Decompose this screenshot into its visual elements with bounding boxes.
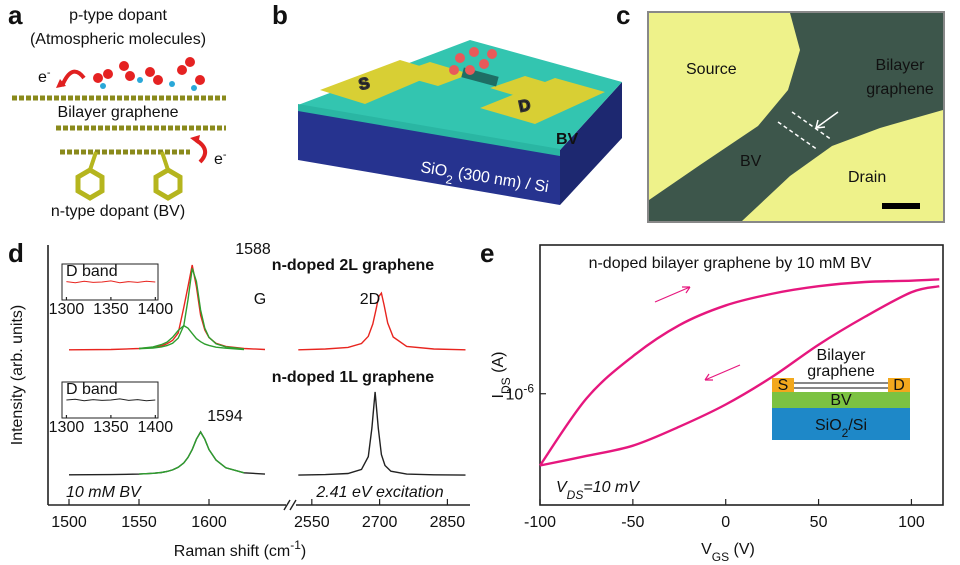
x-axis-label-part: -1: [290, 538, 301, 552]
x-axis-label-part: (V): [729, 541, 755, 558]
chart-title: n-doped bilayer graphene by 10 mM BV: [589, 255, 872, 272]
y-axis-label: Intensity (arb. units): [9, 305, 26, 446]
band-2d: 2D: [360, 291, 380, 308]
x-tick-label: 100: [898, 514, 925, 531]
drain-label: Drain: [848, 169, 886, 186]
x-axis-label-part: GS: [712, 550, 729, 564]
panel-label: b: [272, 0, 288, 30]
data-line: [139, 326, 244, 350]
data-line: [298, 392, 465, 475]
inset-label: D: [893, 377, 905, 394]
x-tick-label: 1350: [93, 301, 129, 318]
excitation: 2.41 eV excitation: [315, 484, 443, 501]
label-2l: n-doped 2L graphene: [272, 257, 434, 274]
molecules: [93, 57, 205, 85]
scale-bar: [882, 203, 920, 209]
transfer-arrow: [62, 72, 84, 86]
inset-label: S: [778, 377, 789, 394]
x-axis-label-part: V: [701, 541, 712, 558]
x-axis-label-part: ): [301, 543, 306, 560]
source-label: Source: [686, 61, 737, 78]
electron: e: [214, 151, 223, 168]
y-axis-label-part: (A): [490, 352, 507, 378]
x-tick-label: 2700: [362, 514, 398, 531]
electron-label: e-: [214, 149, 227, 168]
panel-label: a: [8, 0, 23, 30]
inset-label: graphene: [807, 363, 875, 380]
inset-label: Bilayer: [817, 347, 867, 364]
bias-label: VDS=10 mV: [556, 479, 640, 502]
inset-label: BV: [830, 392, 852, 409]
bv-ring: [156, 170, 180, 198]
x-tick-label: 0: [721, 514, 730, 531]
inset-label-part: SiO: [815, 417, 842, 434]
electron-sign: -: [47, 67, 51, 79]
inset-label-part: /Si: [848, 417, 867, 434]
sweep-arrow: [705, 365, 740, 380]
y-axis-label-part: DS: [499, 377, 513, 394]
x-axis-label: Raman shift (cm-1): [174, 538, 306, 560]
x-tick-label: 2850: [430, 514, 466, 531]
panel-label: c: [616, 0, 630, 30]
concentration: 10 mM BV: [66, 484, 142, 501]
data-line: [298, 293, 465, 350]
x-tick-label: 1400: [138, 419, 174, 436]
peak-2l: 1588: [235, 241, 271, 258]
page: a p-type dopant (Atmospheric molecules) …: [0, 0, 960, 565]
p-type-label: p-type dopant: [69, 7, 167, 24]
x-tick-label: 1350: [93, 419, 129, 436]
plot-frame: [540, 245, 943, 505]
electron: e: [38, 69, 47, 86]
electron-sign: -: [223, 149, 227, 161]
bias-label-part: =10 mV: [583, 479, 640, 496]
molecule-h: [100, 77, 197, 91]
bv-label: BV: [556, 131, 579, 148]
p-type-label: (Atmospheric molecules): [30, 31, 206, 48]
x-axis-label-part: Raman shift (cm: [174, 543, 290, 560]
label-1l: n-doped 1L graphene: [272, 369, 434, 386]
panel-c: c Source Bilayer graphene BV Drain: [616, 0, 944, 222]
x-tick-label: 1500: [51, 514, 87, 531]
figure: a p-type dopant (Atmospheric molecules) …: [0, 0, 960, 565]
data-line: [139, 432, 244, 474]
bv-bond: [90, 152, 96, 170]
y-axis-label: IDS (A): [490, 352, 513, 399]
panel-label: d: [8, 238, 24, 268]
x-tick-label: 50: [810, 514, 828, 531]
bias-label-part: DS: [567, 488, 584, 502]
x-tick-label: 2550: [294, 514, 330, 531]
x-tick-label: 1300: [49, 419, 85, 436]
panel-a: a p-type dopant (Atmospheric molecules) …: [8, 0, 227, 220]
n-type-label: n-type dopant (BV): [51, 203, 185, 220]
data-line: [69, 432, 265, 475]
x-tick-label: 1550: [121, 514, 157, 531]
inset-title: D band: [66, 263, 118, 280]
inset-title: D band: [66, 381, 118, 398]
x-tick-label: 1300: [49, 301, 85, 318]
bv-label: BV: [740, 153, 762, 170]
x-axis-label: VGS (V): [701, 541, 755, 564]
x-tick-label: 1400: [138, 301, 174, 318]
x-tick-label: -100: [524, 514, 556, 531]
g-band: G: [254, 291, 266, 308]
bilayer-label: Bilayer: [876, 57, 926, 74]
bilayer-label: graphene: [866, 81, 934, 98]
bv-bond: [162, 152, 168, 170]
y-tick-label-part: -6: [523, 382, 534, 396]
x-tick-label: 1600: [191, 514, 227, 531]
panel-b: b S D BV SiO2 (300 nm) / Si: [272, 0, 622, 205]
bv-ring: [78, 170, 102, 198]
electron-label: e-: [38, 67, 51, 86]
bilayer-label: Bilayer graphene: [58, 104, 179, 121]
x-tick-label: -50: [621, 514, 644, 531]
peak-1l: 1594: [207, 408, 243, 425]
sweep-arrow: [655, 287, 690, 302]
panel-label: e: [480, 238, 494, 268]
